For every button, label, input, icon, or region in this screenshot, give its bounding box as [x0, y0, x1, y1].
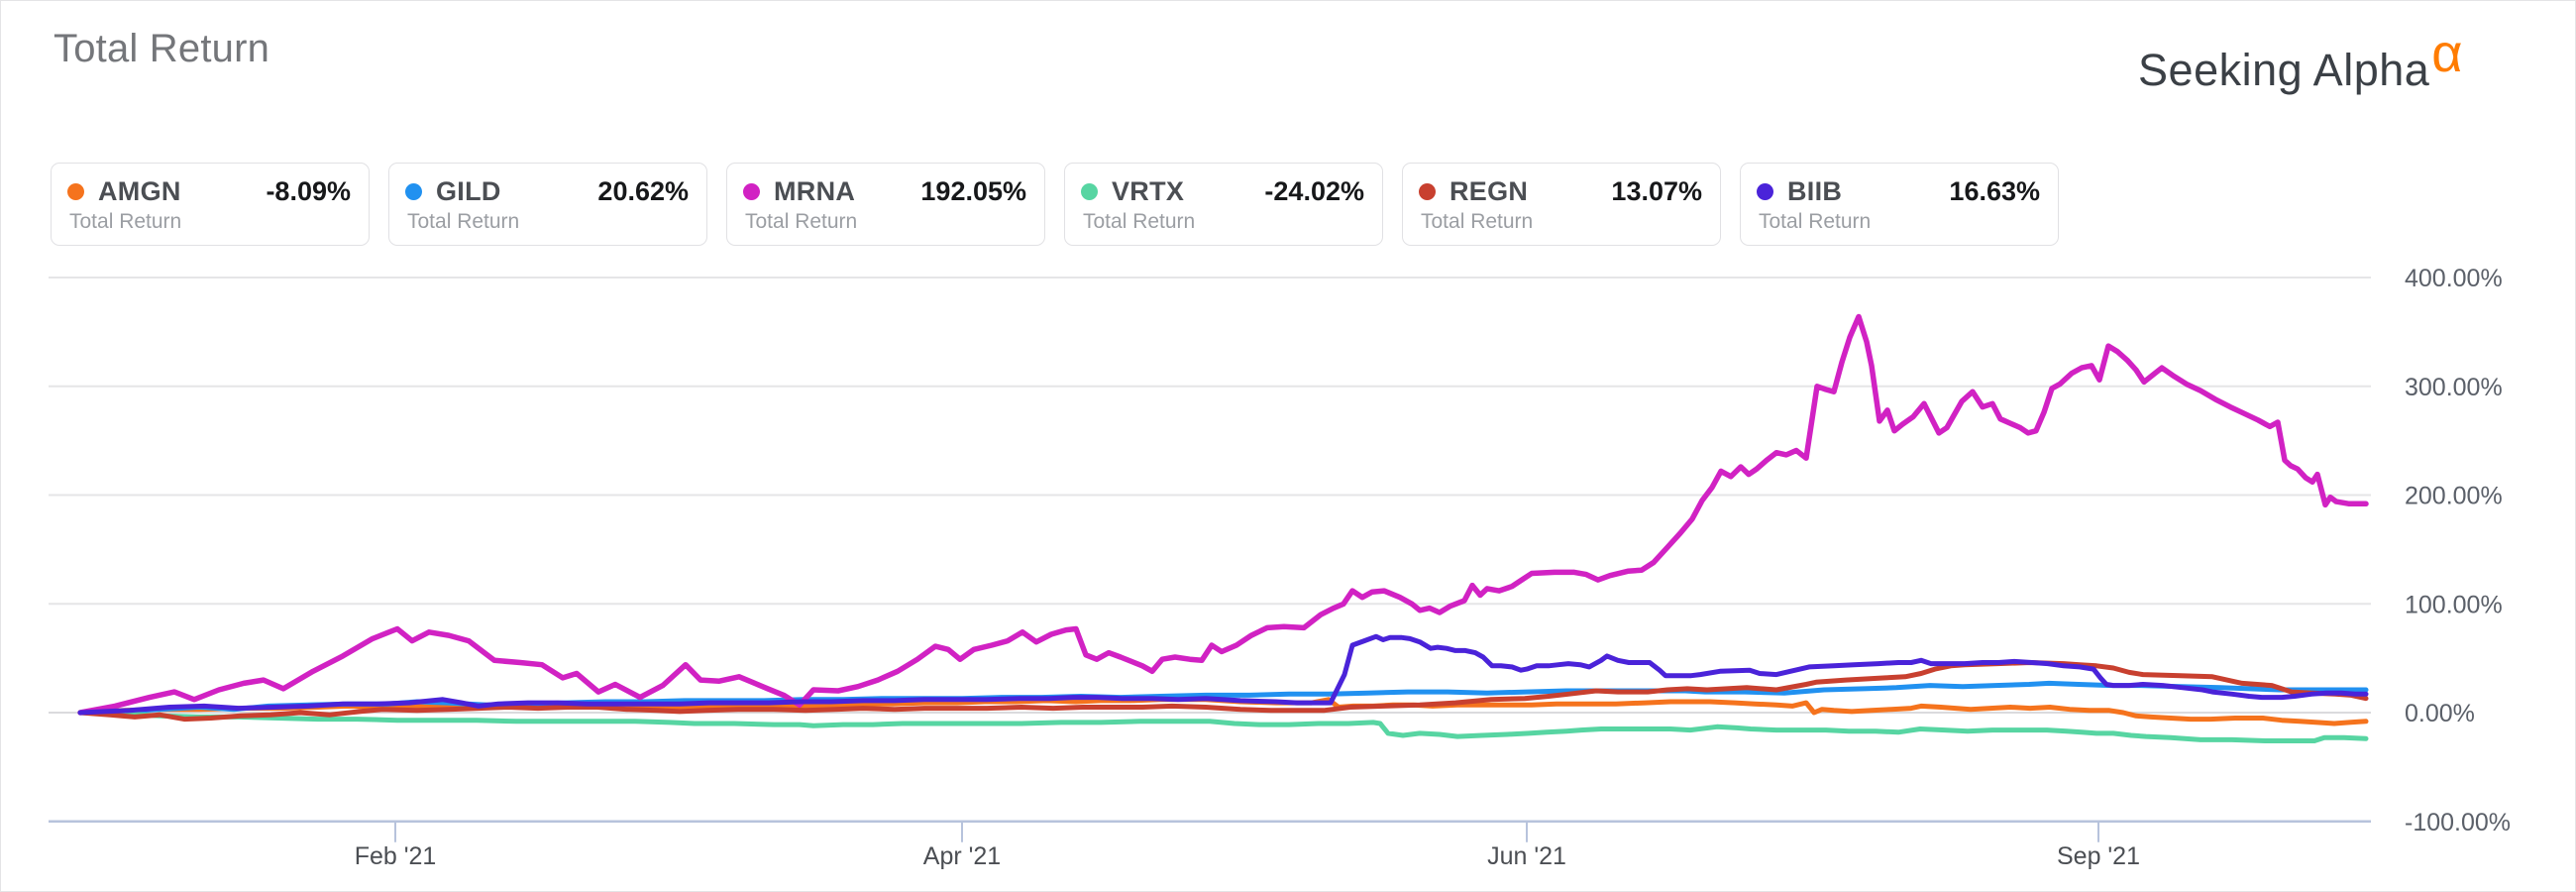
series-line-MRNA[interactable] [77, 313, 2369, 716]
metric-label: Total Return [69, 210, 182, 233]
return-value: -8.09% [266, 176, 351, 206]
series-line-REGN[interactable] [77, 660, 2369, 723]
x-axis-label-1: Apr '21 [923, 842, 1001, 870]
ticker-label: BIIB [1787, 176, 1843, 206]
return-value: -24.02% [1264, 176, 1364, 206]
series-color-dot [1419, 183, 1436, 200]
ticker-label: VRTX [1112, 176, 1185, 206]
return-value: 20.62% [597, 176, 689, 206]
alpha-mark-icon: α [2431, 24, 2463, 83]
seeking-alpha-logo: Seeking Alphaα [2138, 24, 2463, 98]
series-line-BIIB[interactable] [77, 633, 2369, 716]
y-axis-label-300.00%: 300.00% [2405, 374, 2503, 401]
legend-card-header: VRTX -24.02% [1081, 176, 1364, 207]
series-color-dot [1757, 183, 1773, 200]
legend-card-vrtx[interactable]: VRTX -24.02% Total Return [1064, 163, 1383, 246]
ticker-label: REGN [1449, 176, 1529, 206]
ticker-label: GILD [436, 176, 501, 206]
y-axis-label-0.00%: 0.00% [2405, 700, 2475, 727]
series-color-dot [67, 183, 84, 200]
return-value: 13.07% [1611, 176, 1702, 206]
legend-card-header: REGN 13.07% [1419, 176, 1702, 207]
y-axis-label--100.00%: -100.00% [2405, 809, 2511, 836]
series-color-dot [743, 183, 760, 200]
metric-label: Total Return [1759, 210, 1872, 233]
legend-card-header: GILD 20.62% [405, 176, 689, 207]
x-axis-label-2: Jun '21 [1487, 842, 1566, 870]
legend-card-header: BIIB 16.63% [1757, 176, 2040, 207]
brand-name: Seeking Alpha [2138, 45, 2430, 95]
page-title: Total Return [54, 27, 270, 70]
metric-label: Total Return [407, 210, 520, 233]
return-value: 16.63% [1949, 176, 2040, 206]
y-axis-label-400.00%: 400.00% [2405, 265, 2503, 292]
legend-card-amgn[interactable]: AMGN -8.09% Total Return [51, 163, 370, 246]
metric-label: Total Return [745, 210, 858, 233]
legend-card-gild[interactable]: GILD 20.62% Total Return [388, 163, 707, 246]
series-color-dot [405, 183, 422, 200]
return-value: 192.05% [920, 176, 1026, 206]
series-color-dot [1081, 183, 1098, 200]
legend-card-header: MRNA 192.05% [743, 176, 1026, 207]
y-axis-label-100.00%: 100.00% [2405, 591, 2503, 618]
legend-card-header: AMGN -8.09% [67, 176, 351, 207]
ticker-label: MRNA [774, 176, 856, 206]
ticker-label: AMGN [98, 176, 181, 206]
metric-label: Total Return [1421, 210, 1534, 233]
metric-label: Total Return [1083, 210, 1196, 233]
y-axis-label-200.00%: 200.00% [2405, 483, 2503, 510]
x-axis-label-0: Feb '21 [355, 842, 437, 870]
x-axis-label-3: Sep '21 [2057, 842, 2140, 870]
legend-card-mrna[interactable]: MRNA 192.05% Total Return [726, 163, 1045, 246]
legend-card-regn[interactable]: REGN 13.07% Total Return [1402, 163, 1721, 246]
series-line-VRTX[interactable] [77, 710, 2369, 743]
legend-card-biib[interactable]: BIIB 16.63% Total Return [1740, 163, 2059, 246]
legend-row: AMGN -8.09% Total Return GILD 20.62% Tot… [51, 163, 2059, 246]
